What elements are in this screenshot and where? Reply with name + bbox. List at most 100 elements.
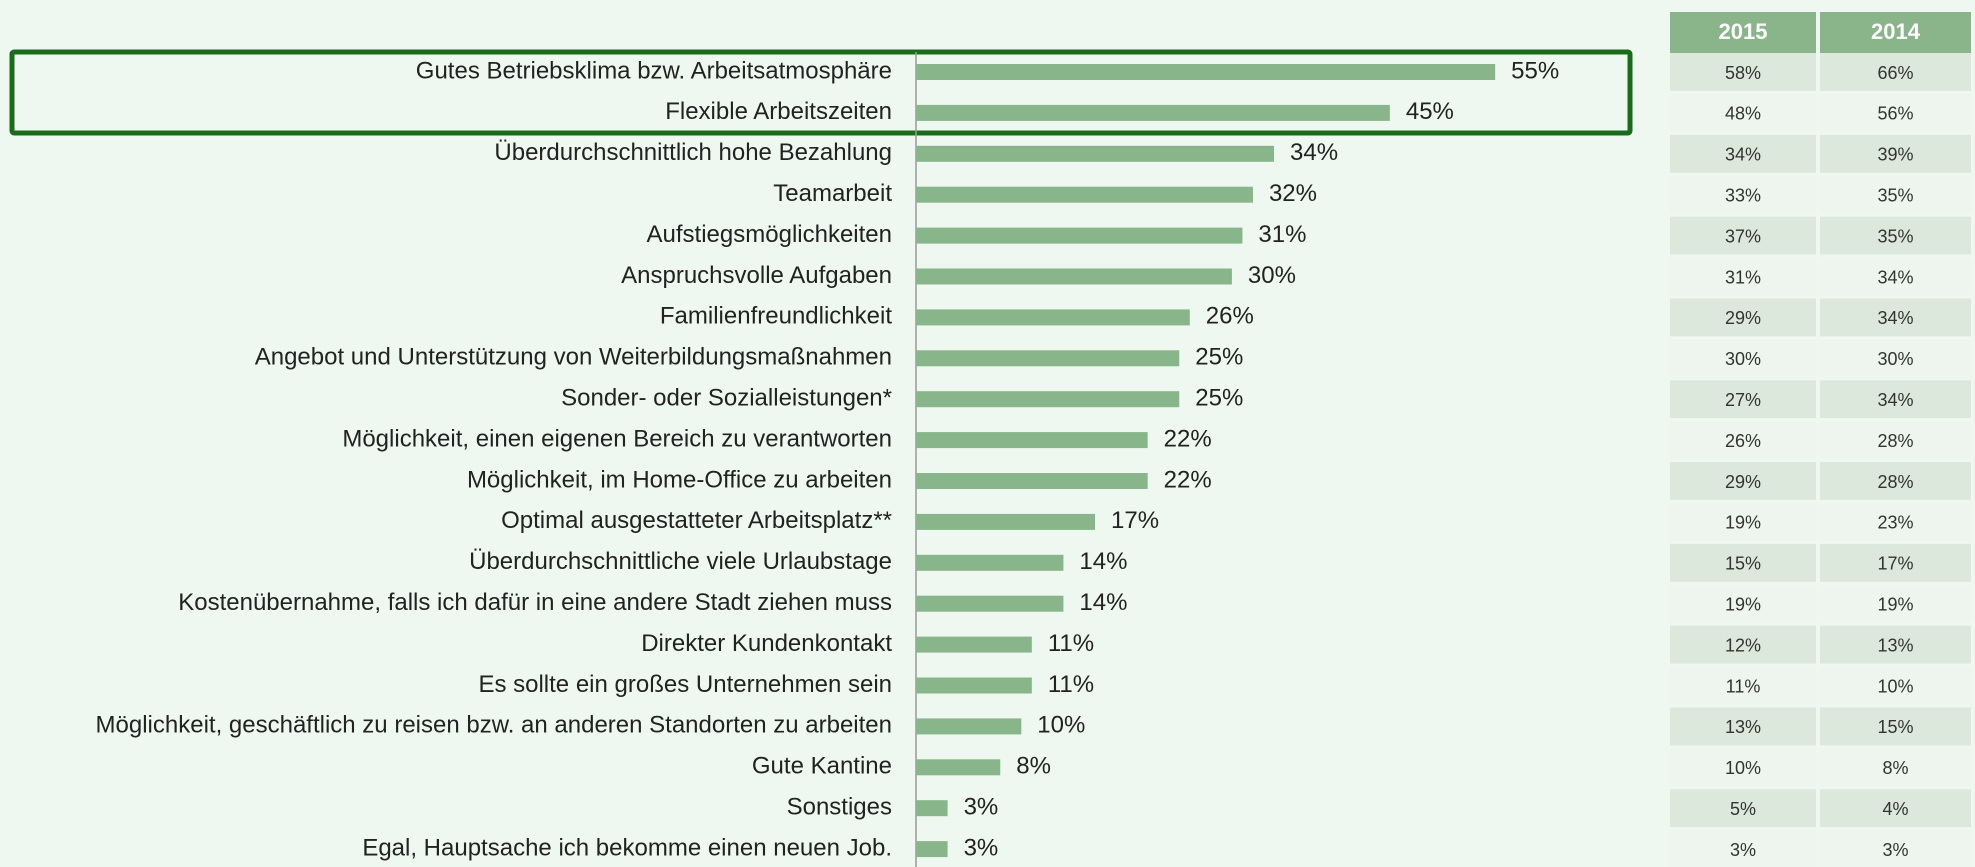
table-header: 2014 xyxy=(1871,19,1921,44)
table-cell-text: 34% xyxy=(1877,308,1913,328)
table-cell-text: 3% xyxy=(1730,840,1756,860)
table-cell xyxy=(1820,298,1971,337)
category-label: Direkter Kundenkontakt xyxy=(641,630,892,657)
table-cell-text: 29% xyxy=(1725,308,1761,328)
table-cell-text: 29% xyxy=(1725,472,1761,492)
table-cell xyxy=(1820,134,1971,173)
table-cell xyxy=(1820,543,1971,582)
category-label: Teamarbeit xyxy=(773,180,892,207)
table-cell-text: 31% xyxy=(1725,267,1761,287)
category-label: Kostenübernahme, falls ich dafür in eine… xyxy=(178,589,892,616)
table-cell-text: 28% xyxy=(1877,431,1913,451)
table-header: 2015 xyxy=(1719,19,1768,44)
highlight-box xyxy=(9,49,1633,136)
table-cell xyxy=(1670,462,1816,500)
table-cell xyxy=(1670,339,1816,378)
value-label: 26% xyxy=(1206,303,1254,330)
value-label: 11% xyxy=(1048,630,1094,657)
table-cell xyxy=(1820,584,1971,623)
table-cell xyxy=(1820,666,1971,705)
value-label: 8% xyxy=(1016,753,1051,780)
table-cell xyxy=(1820,421,1971,460)
table-cell xyxy=(1820,53,1971,91)
table-cell xyxy=(1670,53,1816,91)
table-cell-text: 48% xyxy=(1725,104,1761,124)
table-cell-text: 17% xyxy=(1877,554,1913,574)
bar xyxy=(916,350,1180,367)
table-header-cell xyxy=(1670,12,1816,53)
value-label: 10% xyxy=(1037,712,1085,739)
table-cell xyxy=(1670,584,1816,623)
table-cell xyxy=(1670,543,1816,582)
table-cell-text: 66% xyxy=(1877,63,1913,83)
bar xyxy=(916,554,1064,571)
table-cell xyxy=(1670,257,1816,296)
table-header-cell xyxy=(1820,12,1971,53)
category-label: Anspruchsvolle Aufgaben xyxy=(621,262,892,289)
table-cell-text: 56% xyxy=(1877,104,1913,124)
table-cell xyxy=(1670,421,1816,460)
table-cell-text: 27% xyxy=(1725,390,1761,410)
table-cell-text: 19% xyxy=(1877,594,1913,614)
table-cell xyxy=(1670,707,1816,746)
bar xyxy=(916,636,1032,653)
table-cell xyxy=(1820,216,1971,255)
table-cell-text: 10% xyxy=(1725,758,1761,778)
bar xyxy=(916,104,1390,121)
table-cell-text: 23% xyxy=(1877,513,1913,533)
bar xyxy=(916,227,1243,244)
category-label: Überdurchschnittlich hohe Bezahlung xyxy=(494,139,892,166)
bar xyxy=(916,432,1148,449)
value-label: 25% xyxy=(1195,385,1243,412)
table-cell xyxy=(1820,707,1971,746)
table-cell-text: 13% xyxy=(1725,717,1761,737)
table-cell xyxy=(1820,339,1971,378)
value-label: 34% xyxy=(1290,139,1338,166)
value-label: 14% xyxy=(1079,548,1127,575)
category-label: Flexible Arbeitszeiten xyxy=(665,98,892,125)
table-cell xyxy=(1670,216,1816,255)
bar xyxy=(916,473,1148,489)
category-label: Überdurchschnittliche viele Urlaubstage xyxy=(469,548,892,575)
value-label: 14% xyxy=(1079,589,1127,616)
value-label: 55% xyxy=(1511,57,1559,84)
category-label: Möglichkeit, im Home-Office zu arbeiten xyxy=(467,466,892,493)
value-label: 22% xyxy=(1164,466,1212,493)
category-label: Familienfreundlichkeit xyxy=(660,303,892,330)
value-label: 31% xyxy=(1258,221,1306,248)
table-cell xyxy=(1820,789,1971,828)
table-cell-text: 34% xyxy=(1877,390,1913,410)
table-cell xyxy=(1820,380,1971,419)
table-cell-text: 30% xyxy=(1725,349,1761,369)
table-cell xyxy=(1820,257,1971,296)
category-label: Sonder- oder Sozialleistungen* xyxy=(561,385,892,412)
category-label: Möglichkeit, geschäftlich zu reisen bzw.… xyxy=(96,712,892,739)
value-label: 3% xyxy=(964,834,999,861)
table-cell xyxy=(1670,748,1816,787)
bar xyxy=(916,595,1064,612)
table-cell-text: 5% xyxy=(1730,799,1756,819)
table-cell xyxy=(1820,830,1971,867)
bar xyxy=(916,759,1001,776)
category-label: Sonstiges xyxy=(787,794,892,821)
bar xyxy=(916,309,1190,326)
table-cell-text: 30% xyxy=(1877,349,1913,369)
value-label: 22% xyxy=(1164,425,1212,452)
bar xyxy=(916,268,1232,285)
table-cell-text: 4% xyxy=(1882,799,1908,819)
table-cell xyxy=(1820,462,1971,500)
category-label: Es sollte ein großes Unternehmen sein xyxy=(478,671,892,698)
value-label: 17% xyxy=(1111,507,1159,534)
table-cell xyxy=(1670,830,1816,867)
table-cell-text: 34% xyxy=(1877,267,1913,287)
table-cell-text: 35% xyxy=(1877,226,1913,246)
bar xyxy=(916,677,1032,694)
table-cell-text: 33% xyxy=(1725,185,1761,205)
table-cell-text: 19% xyxy=(1725,594,1761,614)
category-label: Egal, Hauptsache ich bekomme einen neuen… xyxy=(362,834,892,861)
table-cell-text: 15% xyxy=(1725,554,1761,574)
table-cell xyxy=(1820,502,1971,541)
value-label: 30% xyxy=(1248,262,1296,289)
table-cell-text: 11% xyxy=(1726,676,1761,696)
table-cell xyxy=(1670,789,1816,828)
